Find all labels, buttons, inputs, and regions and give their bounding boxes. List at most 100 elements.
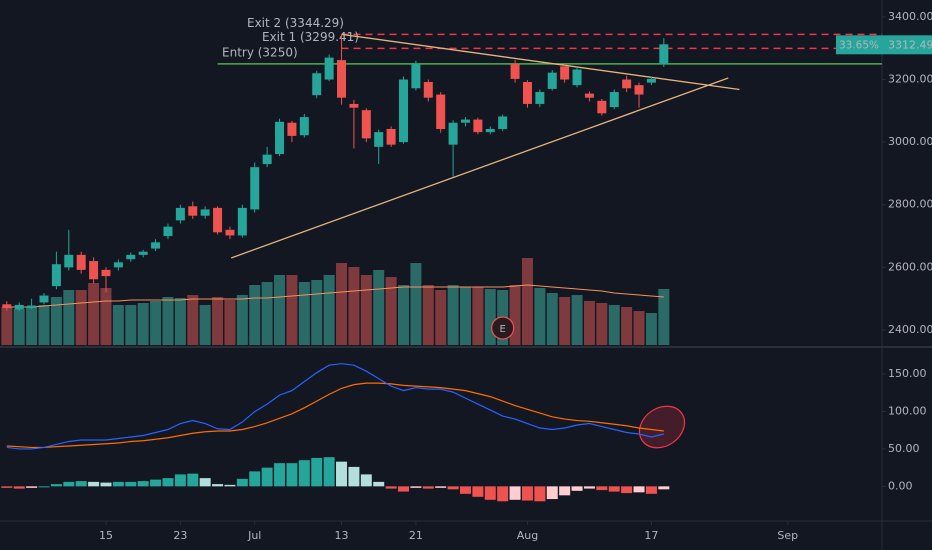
histogram-bar [311,457,323,487]
level-label: Exit 1 (3299.41) [262,30,359,44]
histogram-bar [336,461,348,487]
histogram-bar [472,486,484,497]
volume-bar [199,305,211,345]
candle-body [436,94,446,129]
candle-body [250,167,260,210]
volume-bar [137,303,149,345]
histogram-bar [484,486,496,500]
candle-body [275,121,285,155]
candle-body [89,261,99,280]
histogram-bar [261,467,273,487]
histogram-bar [633,486,645,493]
histogram-bar [212,484,224,487]
volume-bar [534,288,546,345]
candle-body [646,78,656,83]
volume-bar [125,305,137,345]
histogram-bar [658,486,670,490]
histogram-bar [236,478,248,487]
volume-bar [583,301,595,345]
volume-bar [633,311,645,345]
histogram-bar [298,460,310,487]
x-tick-label: 17 [644,529,658,542]
candle-body [237,207,247,236]
candle-body [312,73,322,96]
volume-bar [38,305,50,345]
candle-body [39,295,49,303]
volume-bar [336,263,348,345]
y-tick-label: 2800.00 [888,198,932,211]
volume-bar [50,297,62,345]
candle-body [659,44,669,64]
histogram-bar [174,474,186,487]
trendline [230,77,729,259]
histogram-bar [162,478,174,487]
candle-body [151,242,161,249]
volume-bar [187,295,199,345]
volume-bar [26,307,38,345]
volume-bar [645,313,657,345]
histogram-bar [596,486,608,491]
candle-body [337,60,347,98]
candle-body [522,82,532,104]
volume-bar [348,267,360,345]
candle-body [51,264,61,287]
candle-body [299,117,309,136]
candle-body [14,304,24,310]
histogram-bar [1,486,13,488]
histogram-bar [645,486,657,494]
x-tick-label: 21 [409,529,423,542]
candle-body [510,63,520,79]
volume-bar [608,305,620,345]
x-tick-label: 13 [335,529,349,542]
volume-bar [398,285,410,345]
volume-bar [224,300,236,345]
volume-bar [212,297,224,345]
histogram-bar [571,486,583,491]
change-badge [836,35,932,55]
volume-bar [621,307,633,345]
volume-bar [410,263,422,345]
volume-bar [13,309,25,345]
histogram-bar [497,486,509,502]
volume-bar [596,303,608,345]
histogram-bar [435,486,447,488]
histogram-bar [534,486,546,502]
volume-bar [1,307,13,345]
volume-bar [88,283,100,345]
y-tick-label: 2600.00 [888,260,932,273]
histogram-bar [63,481,75,487]
candle-body [634,85,644,95]
candle-body [213,207,223,233]
candle-body [163,226,173,237]
candle-body [188,206,198,216]
volume-bar [261,282,273,345]
histogram-bar [13,486,25,489]
volume-bar [559,297,571,345]
candle-body [101,269,111,277]
candle-body [547,72,557,89]
volume-bar [286,275,298,345]
trendline [341,33,740,91]
candle-body [411,63,421,89]
volume-bar [435,290,447,345]
histogram-bar [199,478,211,487]
volume-bar [422,285,434,345]
candle-body [287,122,297,136]
x-tick-label: Aug [517,529,538,542]
x-tick-label: 15 [99,529,113,542]
volume-bar [162,297,174,345]
candle-body [126,254,136,260]
candle-body [324,57,334,80]
y-tick-label: 3200.00 [888,73,932,86]
histogram-bar [348,466,360,487]
candle-body [349,103,359,108]
y2-tick-label: 100.00 [888,405,927,418]
histogram-bar [621,486,633,494]
volume-bar [112,305,124,345]
histogram-bar [608,486,620,492]
level-label: Entry (3250) [222,45,298,59]
candle-body [423,82,433,98]
volume-bar [75,290,87,345]
candle-body [560,66,570,80]
